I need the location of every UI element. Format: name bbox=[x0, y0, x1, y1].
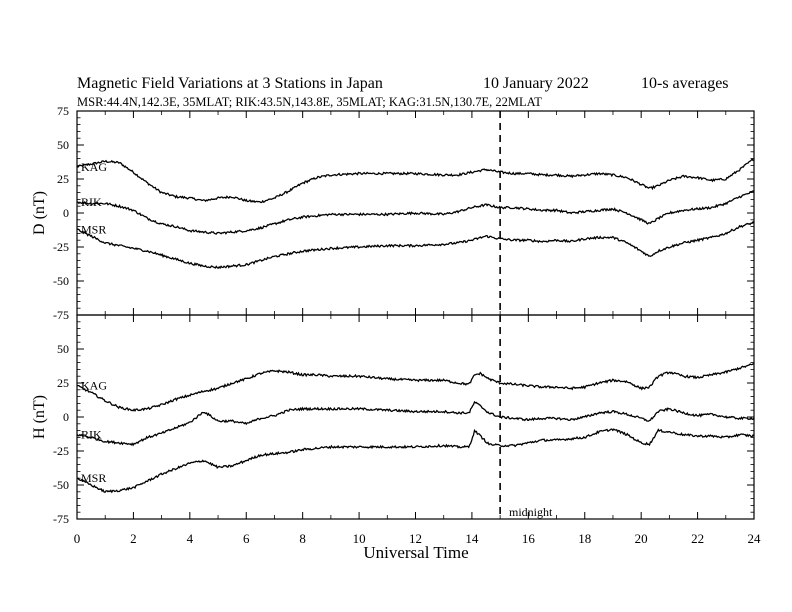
y-tick-label: 0 bbox=[63, 206, 69, 220]
series-line-msr-1 bbox=[76, 428, 755, 494]
y-tick-label: 0 bbox=[63, 410, 69, 424]
y-tick-label: 25 bbox=[57, 376, 69, 390]
x-tick-label: 10 bbox=[353, 531, 366, 546]
y-axis-label: H (nT) bbox=[31, 395, 48, 439]
x-tick-label: 18 bbox=[578, 531, 591, 546]
series-line-msr-0 bbox=[76, 220, 755, 270]
plot-area: 75 50 25 0 -25 -50 -75 D (nT) KAG RIK MSR 50 25 0 -25 -… bbox=[31, 104, 761, 546]
y-tick-label: -50 bbox=[53, 478, 69, 492]
y-tick-label: -75 bbox=[53, 512, 69, 526]
series-label-rik: RIK bbox=[81, 428, 102, 442]
y-tick-label: -25 bbox=[53, 444, 69, 458]
y-tick-label: 50 bbox=[57, 138, 69, 152]
y-tick-label: -25 bbox=[53, 240, 69, 254]
series-label-msr: MSR bbox=[81, 471, 106, 485]
x-tick-label: 20 bbox=[635, 531, 648, 546]
x-tick-label: 6 bbox=[243, 531, 250, 546]
x-tick-label: 0 bbox=[74, 531, 81, 546]
midnight-label: midnight bbox=[509, 505, 553, 519]
y-tick-label: 25 bbox=[57, 172, 69, 186]
x-tick-label: 22 bbox=[691, 531, 704, 546]
y-axis-label: D (nT) bbox=[31, 191, 48, 235]
series-label-msr: MSR bbox=[81, 222, 106, 236]
series-line-rik-1 bbox=[76, 400, 755, 447]
x-tick-label: 8 bbox=[299, 531, 306, 546]
x-axis-label: Universal Time bbox=[363, 543, 468, 562]
series-label-kag: KAG bbox=[81, 160, 107, 174]
y-tick-label: 75 bbox=[57, 104, 69, 118]
y-tick-label: -50 bbox=[53, 274, 69, 288]
chart-averaging: 10-s averages bbox=[641, 75, 729, 92]
x-tick-label: 12 bbox=[409, 531, 422, 546]
series-line-rik-0 bbox=[77, 190, 755, 235]
chart-date: 10 January 2022 bbox=[483, 75, 589, 92]
series-label-rik: RIK bbox=[81, 195, 102, 209]
chart-subtitle: MSR:44.4N,142.3E, 35MLAT; RIK:43.5N,143.… bbox=[77, 95, 542, 109]
y-tick-label: 50 bbox=[57, 342, 69, 356]
x-tick-label: 24 bbox=[748, 531, 762, 546]
x-tick-label: 4 bbox=[187, 531, 194, 546]
x-tick-label: 16 bbox=[522, 531, 536, 546]
y-tick-label: -75 bbox=[53, 308, 69, 322]
chart-title: Magnetic Field Variations at 3 Stations … bbox=[77, 75, 383, 92]
x-tick-label: 2 bbox=[130, 531, 137, 546]
panel-frame-1 bbox=[76, 314, 755, 520]
series-line-kag-0 bbox=[76, 158, 755, 204]
series-line-kag-1 bbox=[77, 362, 755, 413]
x-tick-label: 14 bbox=[465, 531, 479, 546]
series-label-kag: KAG bbox=[81, 379, 107, 393]
